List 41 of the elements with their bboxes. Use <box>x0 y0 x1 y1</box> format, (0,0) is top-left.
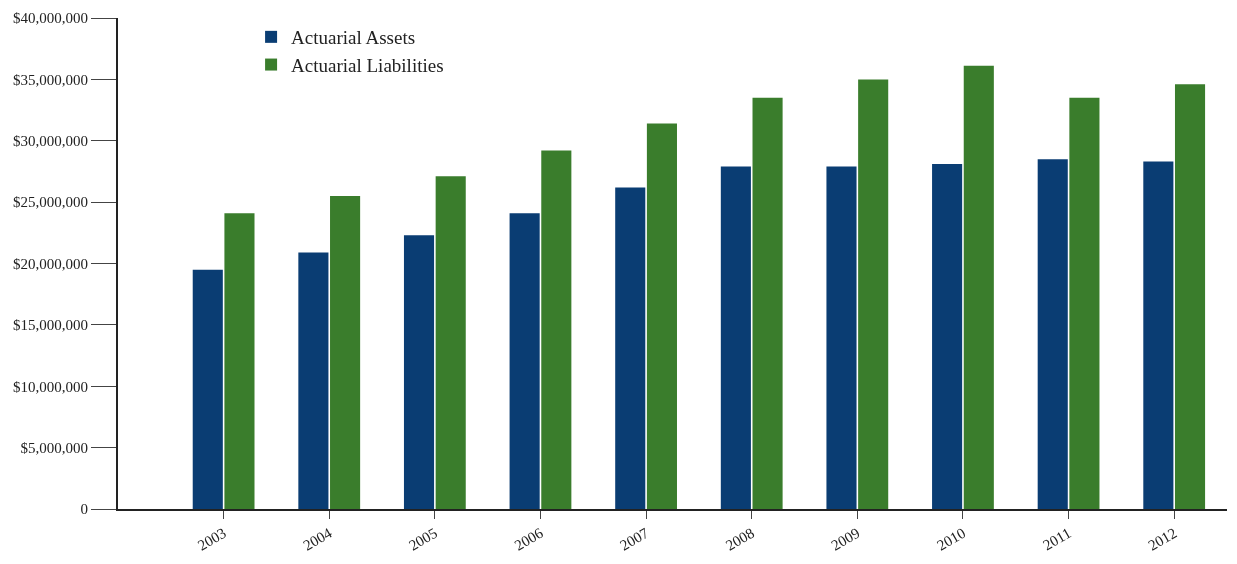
y-tick-label: $25,000,000 <box>13 194 88 211</box>
bar <box>963 65 994 509</box>
x-tick-label: 2012 <box>1145 524 1180 554</box>
y-tick-label: $30,000,000 <box>13 133 88 149</box>
bar <box>932 164 963 509</box>
bar <box>826 166 857 509</box>
x-tick-label: 2006 <box>511 524 547 554</box>
x-tick-label: 2011 <box>1040 524 1074 554</box>
bar <box>224 213 255 509</box>
x-tick-label: 2008 <box>722 524 757 554</box>
y-tick-label: $10,000,000 <box>13 378 88 395</box>
bar <box>1069 97 1100 509</box>
x-tick-label: 2005 <box>406 524 441 554</box>
legend-label: Actuarial Liabilities <box>291 54 444 76</box>
bar <box>298 252 329 509</box>
bar <box>541 150 572 509</box>
bar <box>435 176 466 509</box>
x-tick-label: 2010 <box>934 524 969 554</box>
bar <box>646 123 677 509</box>
y-tick-label: $20,000,000 <box>13 255 88 272</box>
y-tick-label: $40,000,000 <box>13 10 88 27</box>
x-tick-label: 2009 <box>828 524 863 554</box>
x-tick-label: 2007 <box>617 524 652 554</box>
bar <box>615 187 646 509</box>
y-tick-label: $15,000,000 <box>13 317 88 334</box>
bar <box>720 166 751 509</box>
bar <box>192 269 223 509</box>
bar <box>1174 84 1206 509</box>
bar <box>1037 159 1068 509</box>
y-tick-label: $5,000,000 <box>20 439 88 456</box>
bar <box>858 79 889 509</box>
y-tick-label: 0 <box>80 501 88 518</box>
y-tick-label: $35,000,000 <box>13 71 88 88</box>
bar <box>1143 161 1174 509</box>
x-tick-label: 2004 <box>300 524 335 554</box>
bar <box>509 213 540 509</box>
legend-label: Actuarial Assets <box>291 27 416 49</box>
bar <box>330 195 361 509</box>
bar <box>403 235 435 509</box>
x-tick-label: 2003 <box>194 524 229 554</box>
bar <box>752 97 783 509</box>
